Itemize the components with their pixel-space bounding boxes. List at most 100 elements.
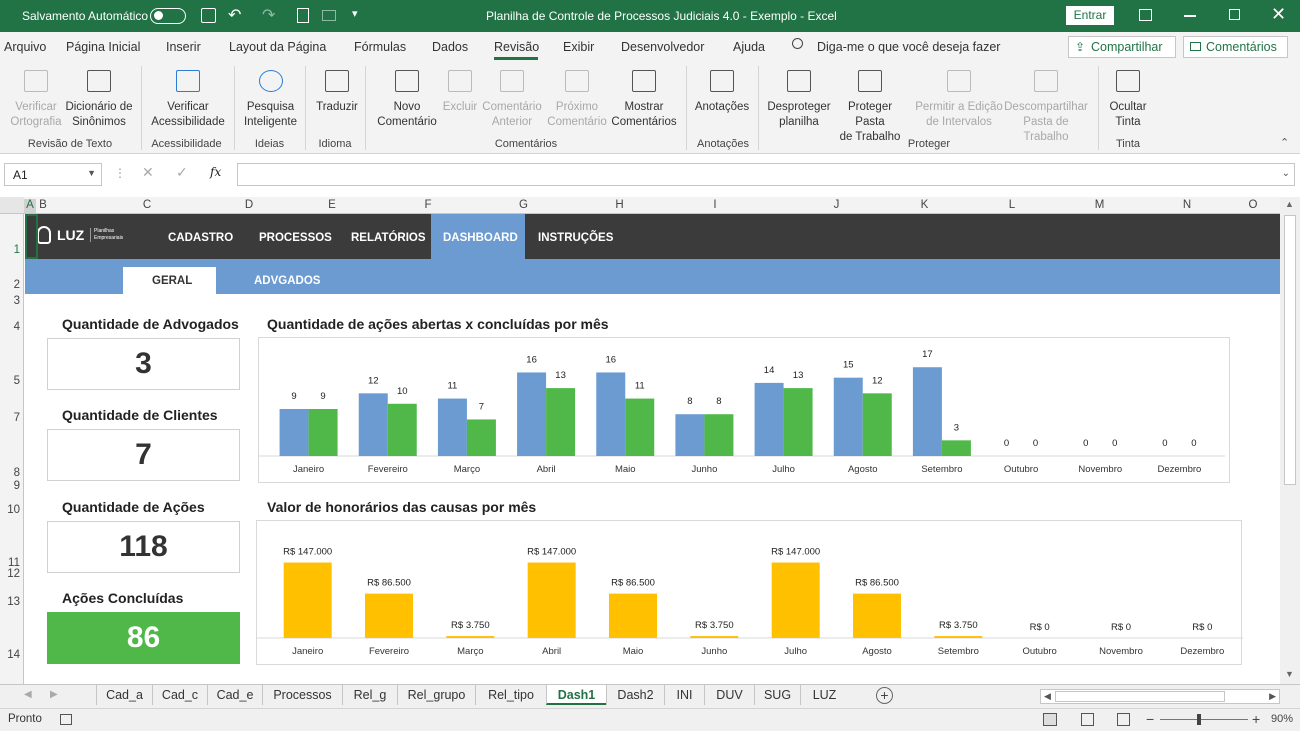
zoom-in-icon[interactable]: + (1252, 711, 1261, 727)
collapse-ribbon-icon[interactable]: ⌃ (1280, 137, 1290, 149)
row-header-11[interactable]: 11 (8, 557, 20, 569)
worksheet[interactable]: LUZ Planilhas Empresariais CADASTRO PROCE… (25, 214, 1280, 684)
ribbon-display-icon[interactable] (1139, 9, 1152, 21)
ribbon-button-2[interactable]: Verificar Acessibilidade (149, 66, 227, 130)
zoom-level[interactable]: 90% (1271, 713, 1294, 725)
formula-input[interactable]: ⌄ (237, 163, 1295, 186)
row-header-10[interactable]: 10 (7, 504, 20, 516)
tab-next-icon[interactable]: ▶ (50, 689, 58, 700)
menu-item-1[interactable]: Página Inicial (66, 40, 141, 54)
autosave-toggle[interactable] (150, 8, 186, 24)
restore-icon[interactable] (1229, 9, 1240, 20)
subnav-advgados[interactable]: ADVGADOS (254, 275, 321, 287)
vertical-scrollbar[interactable]: ▲ ▼ (1280, 197, 1300, 684)
row-header-13[interactable]: 13 (7, 596, 20, 608)
column-header-I[interactable]: I (713, 199, 717, 211)
horizontal-scrollbar[interactable]: ◀ ▶ (1040, 689, 1280, 704)
share-button[interactable]: Compartilhar ⇪ (1068, 36, 1176, 58)
chevron-down-icon[interactable]: ▼ (87, 168, 96, 178)
sheet-tab-rel_grupo[interactable]: Rel_grupo (397, 685, 475, 705)
ribbon-button-11[interactable]: Desproteger planilha (765, 66, 833, 130)
column-header-E[interactable]: E (328, 199, 336, 211)
row-header-14[interactable]: 14 (7, 649, 20, 661)
comments-button[interactable]: Comentários (1183, 36, 1288, 58)
sheet-tab-dash2[interactable]: Dash2 (606, 685, 664, 705)
row-header-3[interactable]: 3 (13, 295, 20, 307)
column-header-O[interactable]: O (1248, 199, 1258, 211)
page-layout-icon[interactable] (1081, 713, 1094, 726)
menu-item-8[interactable]: Desenvolvedor (621, 40, 705, 54)
sheet-tab-rel_tipo[interactable]: Rel_tipo (475, 685, 546, 705)
row-header-7[interactable]: 7 (13, 412, 20, 424)
tell-me-input[interactable]: Diga-me o que você deseja fazer (817, 40, 1001, 54)
row-header-9[interactable]: 9 (13, 480, 20, 492)
scroll-up-icon[interactable]: ▲ (1285, 199, 1294, 209)
column-header-H[interactable]: H (615, 199, 624, 211)
minimize-icon[interactable] (1184, 15, 1196, 17)
ribbon-button-4[interactable]: Traduzir (313, 66, 361, 115)
row-header-5[interactable]: 5 (13, 375, 20, 387)
close-icon[interactable]: ✕ (1271, 4, 1287, 24)
sheet-tab-rel_g[interactable]: Rel_g (342, 685, 397, 705)
scroll-thumb[interactable] (1284, 215, 1296, 485)
customize-qat-icon[interactable]: ▾ (352, 8, 358, 20)
chart1-area[interactable]: 9 9 Janeiro 12 10 Fevereiro 11 7 Março 16 13 Abril 1… (258, 337, 1230, 483)
column-header-L[interactable]: L (1008, 199, 1016, 211)
sheet-tab-ini[interactable]: INI (664, 685, 704, 705)
signin-button[interactable]: Entrar (1066, 6, 1114, 25)
sheet-tab-cad_a[interactable]: Cad_a (96, 685, 152, 705)
menu-item-5[interactable]: Dados (432, 40, 469, 54)
scroll-down-icon[interactable]: ▼ (1285, 669, 1294, 679)
ribbon-button-12[interactable]: Proteger Pasta de Trabalho (832, 66, 908, 145)
column-header-J[interactable]: J (833, 199, 840, 211)
menu-item-3[interactable]: Layout da Página (229, 40, 327, 54)
row-header-8[interactable]: 8 (13, 467, 20, 479)
expand-icon[interactable]: ⌄ (1281, 168, 1290, 179)
zoom-out-icon[interactable]: − (1146, 711, 1155, 727)
row-header-4[interactable]: 4 (13, 321, 20, 333)
hscroll-left-icon[interactable]: ◀ (1044, 691, 1051, 701)
hscroll-thumb[interactable] (1055, 691, 1225, 702)
sheet-tab-cad_c[interactable]: Cad_c (152, 685, 207, 705)
page-break-icon[interactable] (1117, 713, 1130, 726)
menu-item-7[interactable]: Exibir (563, 40, 595, 54)
nav-relatórios[interactable]: RELATÓRIOS (351, 232, 426, 244)
column-header-K[interactable]: K (920, 199, 929, 211)
column-header-D[interactable]: D (244, 199, 254, 211)
ribbon-button-15[interactable]: Ocultar Tinta (1104, 66, 1152, 130)
column-header-G[interactable]: G (519, 199, 528, 211)
row-header-2[interactable]: 2 (13, 279, 20, 291)
ribbon-button-3[interactable]: Pesquisa Inteligente (240, 66, 301, 130)
column-header-N[interactable]: N (1182, 199, 1192, 211)
nav-instruções[interactable]: INSTRUÇÕES (538, 232, 614, 244)
tab-prev-icon[interactable]: ◀ (24, 689, 32, 700)
sheet-tab-dash1[interactable]: Dash1 (546, 685, 606, 705)
ribbon-button-5[interactable]: Novo Comentário (374, 66, 440, 130)
sheet-tab-luz[interactable]: LUZ (800, 685, 848, 705)
column-header-C[interactable]: C (142, 199, 152, 211)
zoom-slider-thumb[interactable] (1197, 714, 1201, 725)
chart2-area[interactable]: R$ 147.000 Janeiro R$ 86.500 Fevereiro R$ 3.… (256, 520, 1249, 665)
row-header-1[interactable]: 1 (13, 244, 20, 256)
menu-item-6[interactable]: Revisão (494, 40, 540, 54)
row-header-12[interactable]: 12 (7, 568, 20, 580)
form-icon[interactable] (297, 8, 309, 23)
column-header-A[interactable]: A (24, 199, 36, 213)
sheet-tab-processos[interactable]: Processos (262, 685, 342, 705)
nav-cadastro[interactable]: CADASTRO (168, 232, 234, 244)
undo-icon[interactable]: ↶ (228, 7, 242, 24)
menu-item-9[interactable]: Ajuda (733, 40, 765, 54)
macro-record-icon[interactable] (60, 714, 72, 725)
subnav-geral[interactable]: GERAL (152, 275, 193, 287)
column-header-B[interactable]: B (39, 199, 47, 211)
name-box[interactable]: A1 ▼ (4, 163, 102, 186)
sheet-tab-sug[interactable]: SUG (754, 685, 800, 705)
ribbon-button-1[interactable]: Dicionário de Sinônimos (63, 66, 135, 130)
column-header-F[interactable]: F (424, 199, 432, 211)
nav-processos[interactable]: PROCESSOS (259, 232, 332, 244)
sheet-tab-cad_e[interactable]: Cad_e (207, 685, 262, 705)
select-all-corner[interactable] (0, 197, 24, 213)
zoom-slider[interactable] (1160, 714, 1248, 725)
column-header-M[interactable]: M (1094, 199, 1105, 211)
menu-item-2[interactable]: Inserir (166, 40, 201, 54)
